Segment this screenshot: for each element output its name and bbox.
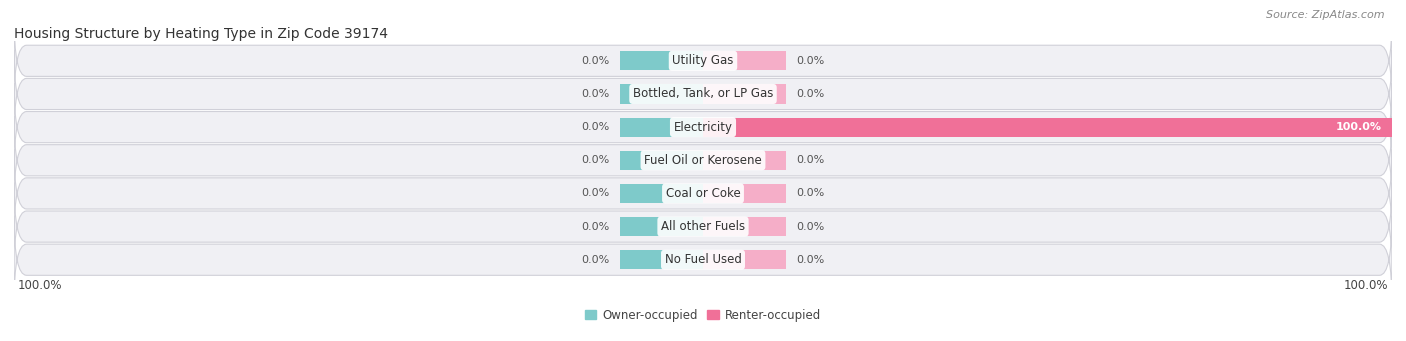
Bar bbox=[703, 84, 786, 104]
Text: 0.0%: 0.0% bbox=[796, 56, 824, 66]
Text: No Fuel Used: No Fuel Used bbox=[665, 253, 741, 266]
Text: 100.0%: 100.0% bbox=[1344, 279, 1389, 292]
Bar bbox=[620, 118, 703, 137]
Text: 0.0%: 0.0% bbox=[796, 155, 824, 165]
Text: Housing Structure by Heating Type in Zip Code 39174: Housing Structure by Heating Type in Zip… bbox=[14, 27, 388, 41]
Text: 0.0%: 0.0% bbox=[582, 255, 610, 265]
FancyBboxPatch shape bbox=[14, 17, 1392, 105]
Bar bbox=[703, 184, 786, 203]
Bar bbox=[620, 217, 703, 236]
Text: 0.0%: 0.0% bbox=[582, 222, 610, 232]
Bar bbox=[703, 118, 1392, 137]
Text: 0.0%: 0.0% bbox=[582, 56, 610, 66]
Legend: Owner-occupied, Renter-occupied: Owner-occupied, Renter-occupied bbox=[579, 304, 827, 326]
Bar bbox=[703, 151, 786, 170]
Text: 0.0%: 0.0% bbox=[796, 189, 824, 198]
Text: Electricity: Electricity bbox=[673, 121, 733, 134]
Bar bbox=[620, 250, 703, 269]
Bar bbox=[703, 51, 786, 71]
Text: 0.0%: 0.0% bbox=[796, 222, 824, 232]
Text: 100.0%: 100.0% bbox=[17, 279, 62, 292]
Text: 0.0%: 0.0% bbox=[582, 155, 610, 165]
Text: 0.0%: 0.0% bbox=[582, 122, 610, 132]
FancyBboxPatch shape bbox=[14, 116, 1392, 204]
FancyBboxPatch shape bbox=[14, 182, 1392, 271]
Text: 0.0%: 0.0% bbox=[582, 189, 610, 198]
FancyBboxPatch shape bbox=[14, 50, 1392, 138]
Bar bbox=[620, 151, 703, 170]
FancyBboxPatch shape bbox=[14, 216, 1392, 304]
Text: 0.0%: 0.0% bbox=[796, 89, 824, 99]
Text: Bottled, Tank, or LP Gas: Bottled, Tank, or LP Gas bbox=[633, 87, 773, 101]
Text: 0.0%: 0.0% bbox=[582, 89, 610, 99]
FancyBboxPatch shape bbox=[14, 149, 1392, 238]
Text: 0.0%: 0.0% bbox=[796, 255, 824, 265]
Text: All other Fuels: All other Fuels bbox=[661, 220, 745, 233]
Bar bbox=[703, 217, 786, 236]
Bar bbox=[620, 51, 703, 71]
FancyBboxPatch shape bbox=[14, 83, 1392, 171]
Bar bbox=[703, 250, 786, 269]
Bar bbox=[620, 84, 703, 104]
Text: Fuel Oil or Kerosene: Fuel Oil or Kerosene bbox=[644, 154, 762, 167]
Text: 100.0%: 100.0% bbox=[1336, 122, 1382, 132]
Text: Source: ZipAtlas.com: Source: ZipAtlas.com bbox=[1267, 10, 1385, 20]
Text: Coal or Coke: Coal or Coke bbox=[665, 187, 741, 200]
Bar bbox=[620, 184, 703, 203]
Text: Utility Gas: Utility Gas bbox=[672, 54, 734, 67]
